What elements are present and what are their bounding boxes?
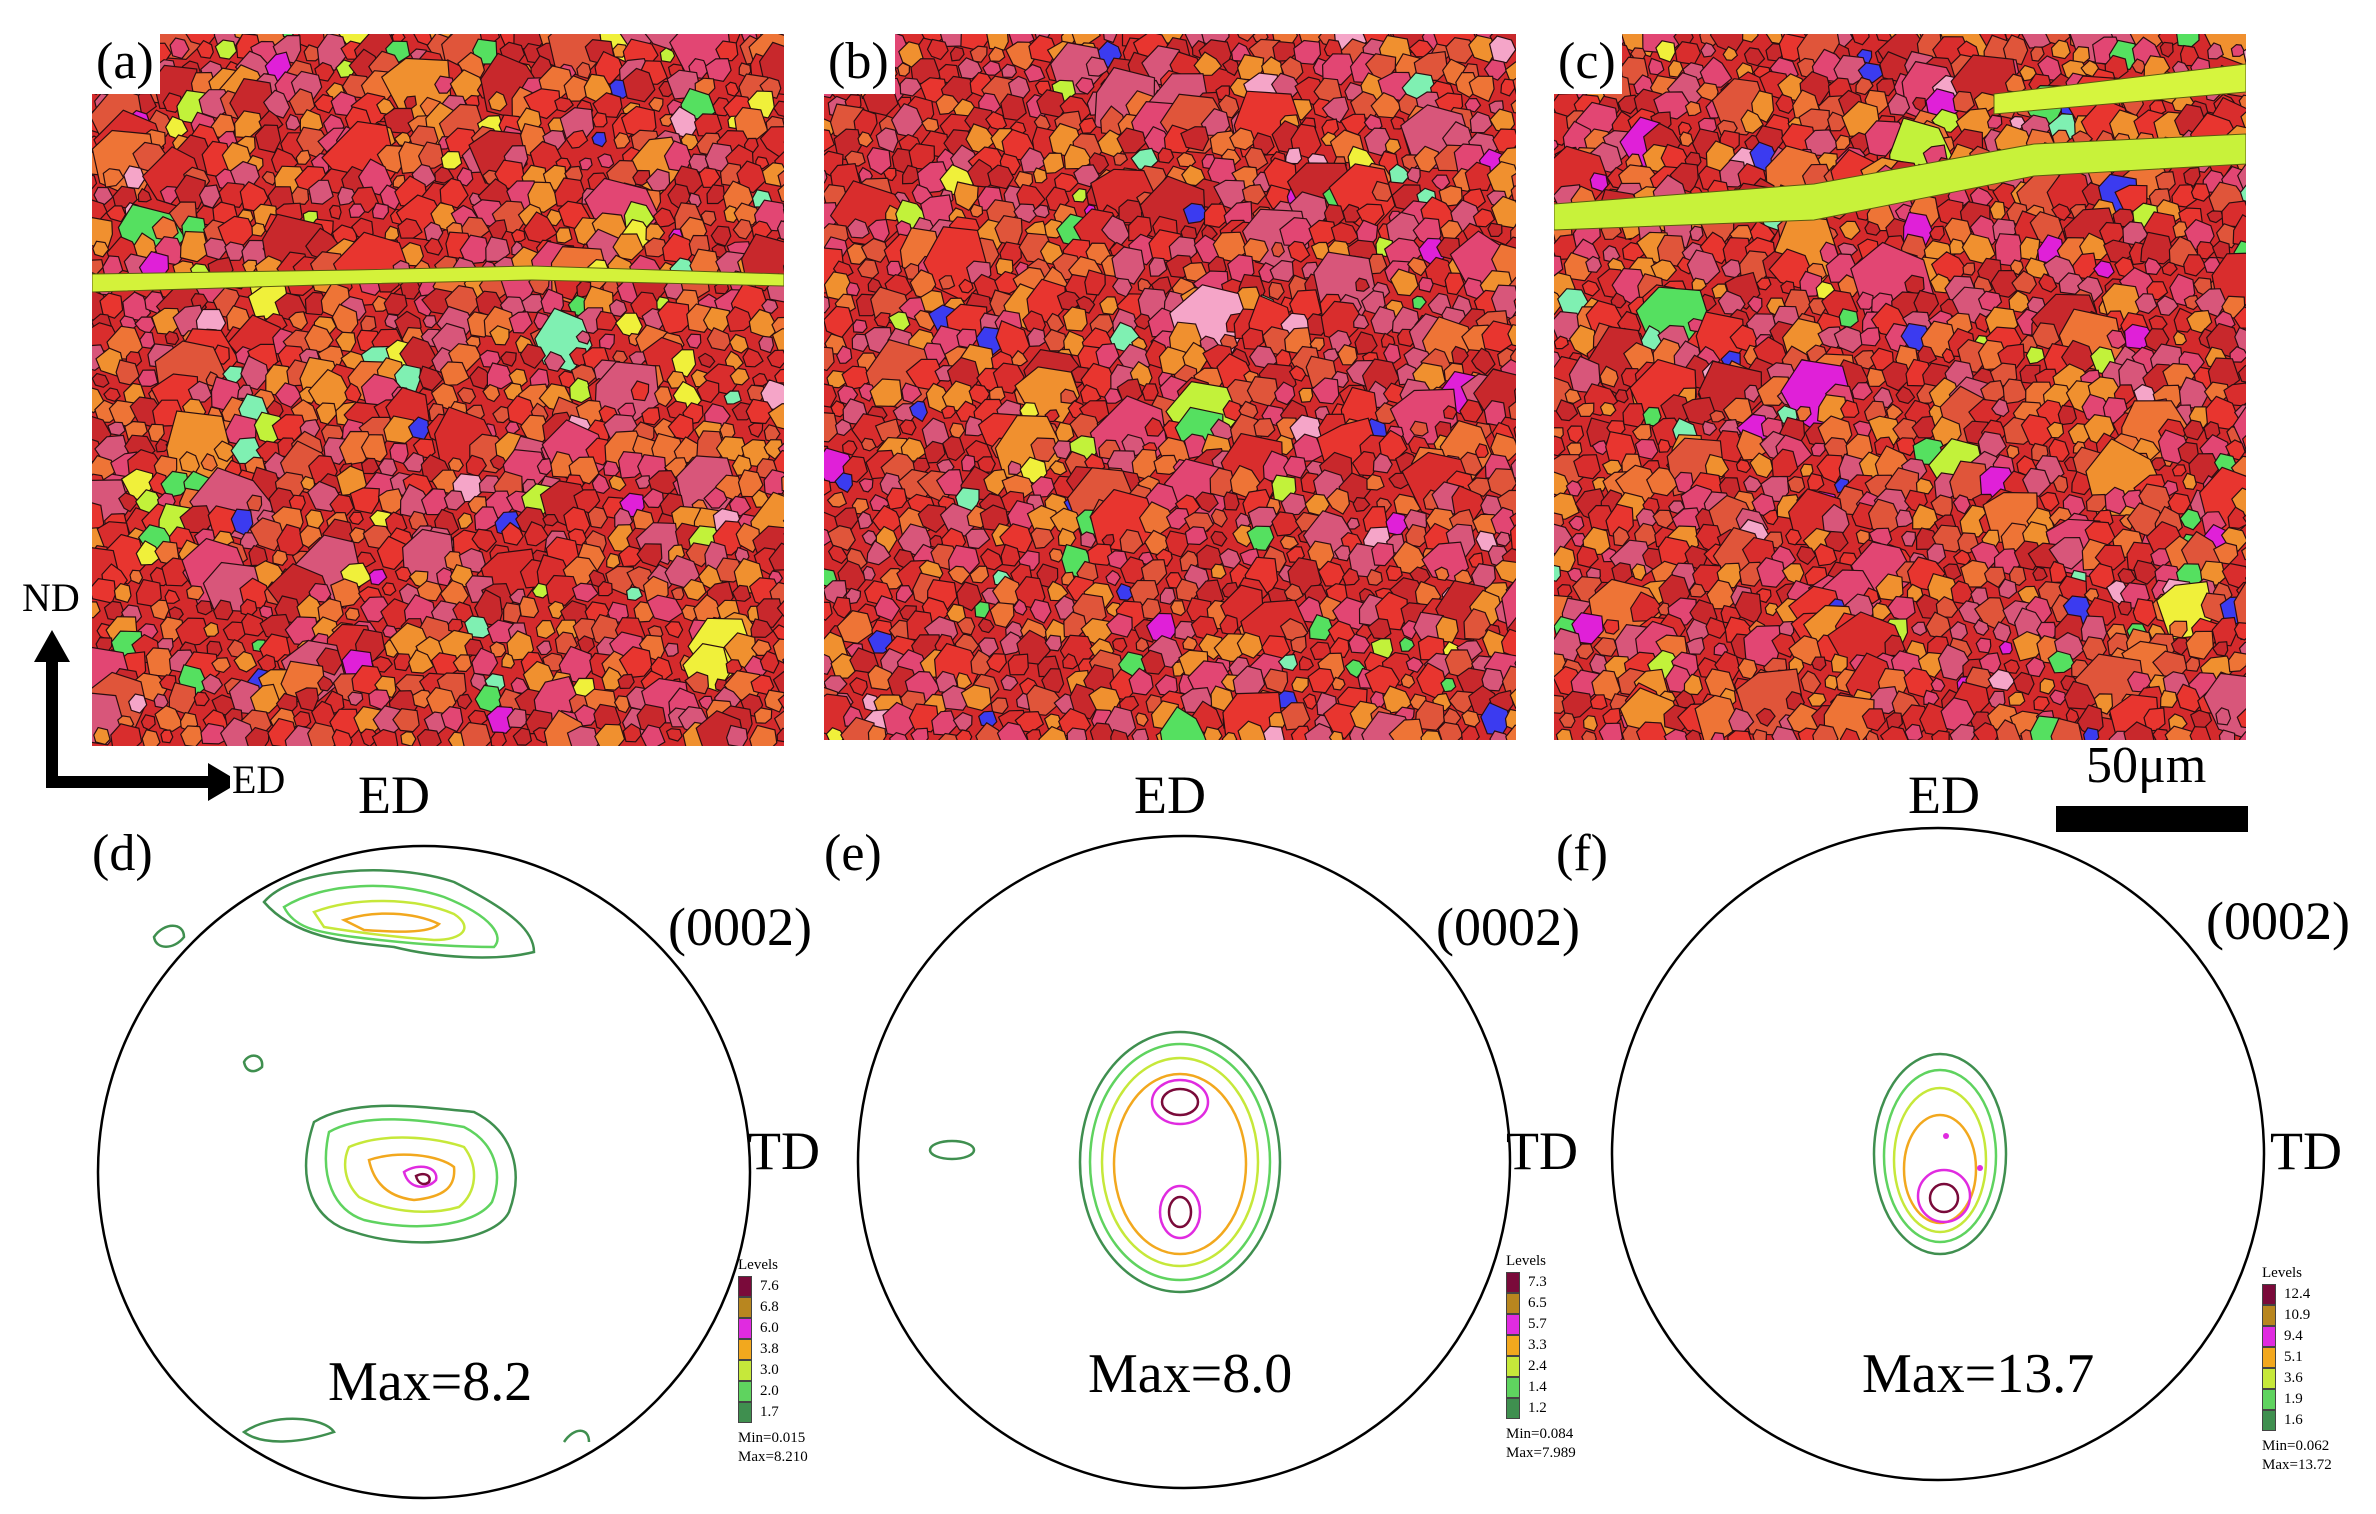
level-value: 1.4: [1528, 1379, 1547, 1395]
ed-arrow-icon: [46, 763, 230, 801]
level-value: 9.4: [2284, 1328, 2303, 1344]
pole-f-plane-label: (0002): [2206, 891, 2350, 951]
level-swatch: [738, 1318, 752, 1339]
pole-e-circle: [856, 834, 1512, 1490]
level-value: 6.8: [760, 1299, 779, 1315]
panel-label-d: (d): [92, 825, 153, 882]
level-swatch: [1506, 1377, 1520, 1398]
pole-e-contours: [928, 1030, 1282, 1294]
level-swatch: [2262, 1305, 2276, 1326]
level-swatch: [2262, 1284, 2276, 1305]
ebsd-map-a: [92, 34, 784, 746]
level-value: 3.8: [760, 1341, 779, 1357]
legend-max: Max=8.210: [738, 1448, 808, 1465]
level-swatch: [1506, 1293, 1520, 1314]
legend-title: Levels: [2262, 1265, 2302, 1281]
nd-arrow-icon: [34, 630, 70, 788]
pole-f-top-label: ED: [1908, 765, 1980, 825]
level-value: 3.6: [2284, 1370, 2303, 1386]
pole-d-plane-label: (0002): [668, 897, 812, 957]
pole-figure-f: [1610, 826, 2266, 1482]
scale-bar: [2056, 806, 2248, 832]
level-value: 1.7: [760, 1404, 779, 1420]
ed-axis-label: ED: [232, 757, 286, 802]
level-value: 6.0: [760, 1320, 779, 1336]
level-swatch: [1506, 1356, 1520, 1377]
level-swatch: [738, 1297, 752, 1318]
level-swatch: [2262, 1326, 2276, 1347]
panel-label-a: (a): [92, 34, 160, 94]
panel-label-e: (e): [824, 825, 882, 882]
panel-label-f: (f): [1556, 825, 1608, 882]
pole-f-legend: Levels 12.4 10.9 9.4 5.1 3.6 1.9 1.6 Min…: [2262, 1266, 2332, 1475]
legend-min: Min=0.015: [738, 1430, 806, 1446]
pole-f-max: Max=13.7: [1862, 1343, 2095, 1405]
pole-d-right-label: TD: [748, 1121, 820, 1181]
level-value: 12.4: [2284, 1286, 2311, 1302]
pole-d-contours: [152, 869, 591, 1443]
legend-max: Max=7.989: [1506, 1444, 1576, 1461]
level-value: 5.7: [1528, 1316, 1547, 1332]
legend-min: Min=0.062: [2262, 1438, 2330, 1454]
level-swatch: [1506, 1398, 1520, 1419]
level-swatch: [1506, 1335, 1520, 1356]
level-swatch: [2262, 1368, 2276, 1389]
legend-title: Levels: [1506, 1253, 1546, 1269]
level-value: 2.4: [1528, 1358, 1547, 1374]
pole-d-max: Max=8.2: [328, 1351, 533, 1413]
level-value: 1.6: [2284, 1412, 2303, 1428]
level-swatch: [2262, 1347, 2276, 1368]
level-value: 2.0: [760, 1383, 779, 1399]
level-value: 10.9: [2284, 1307, 2311, 1323]
level-value: 3.3: [1528, 1337, 1547, 1353]
panel-label-b: (b): [824, 34, 895, 94]
level-swatch: [738, 1381, 752, 1402]
panel-label-c: (c): [1554, 34, 1622, 94]
pole-f-circle: [1610, 826, 2266, 1482]
level-swatch: [1506, 1272, 1520, 1293]
pole-f-right-label: TD: [2270, 1121, 2342, 1181]
legend-min: Min=0.084: [1506, 1426, 1574, 1442]
level-swatch: [2262, 1410, 2276, 1431]
grain-map-c: [1554, 34, 2246, 740]
legend-max: Max=13.72: [2262, 1456, 2332, 1473]
level-swatch: [738, 1339, 752, 1360]
level-swatch: [738, 1360, 752, 1381]
pole-d-legend: Levels 7.6 6.8 6.0 3.8 3.0 2.0 1.7 Min=0…: [738, 1258, 808, 1467]
level-swatch: [2262, 1389, 2276, 1410]
level-value: 5.1: [2284, 1349, 2303, 1365]
scale-bar-label: 50μm: [2086, 737, 2207, 794]
pole-e-plane-label: (0002): [1436, 897, 1580, 957]
level-swatch: [1506, 1314, 1520, 1335]
level-value: 1.9: [2284, 1391, 2303, 1407]
pole-e-max: Max=8.0: [1088, 1343, 1293, 1405]
level-value: 6.5: [1528, 1295, 1547, 1311]
pole-e-top-label: ED: [1134, 765, 1206, 825]
level-value: 7.6: [760, 1278, 779, 1294]
level-value: 1.2: [1528, 1400, 1547, 1416]
pole-figure-e: [856, 834, 1512, 1490]
nd-label: ND: [22, 575, 80, 620]
pole-f-contours: [1872, 1052, 2008, 1256]
grain-map-b: [824, 34, 1516, 740]
grain-map-a: [92, 34, 784, 746]
level-value: 7.3: [1528, 1274, 1547, 1290]
pole-e-right-label: TD: [1506, 1121, 1578, 1181]
pole-e-legend: Levels 7.3 6.5 5.7 3.3 2.4 1.4 1.2 Min=0…: [1506, 1254, 1576, 1463]
pole-figure-d: [96, 844, 752, 1500]
pole-d-top-label: ED: [358, 765, 430, 825]
legend-title: Levels: [738, 1257, 778, 1273]
ebsd-map-c: [1554, 34, 2246, 740]
axis-arrows: [34, 630, 230, 801]
level-swatch: [738, 1402, 752, 1423]
pole-d-circle: [96, 844, 752, 1500]
level-value: 3.0: [760, 1362, 779, 1378]
level-swatch: [738, 1276, 752, 1297]
ebsd-map-b: [824, 34, 1516, 740]
